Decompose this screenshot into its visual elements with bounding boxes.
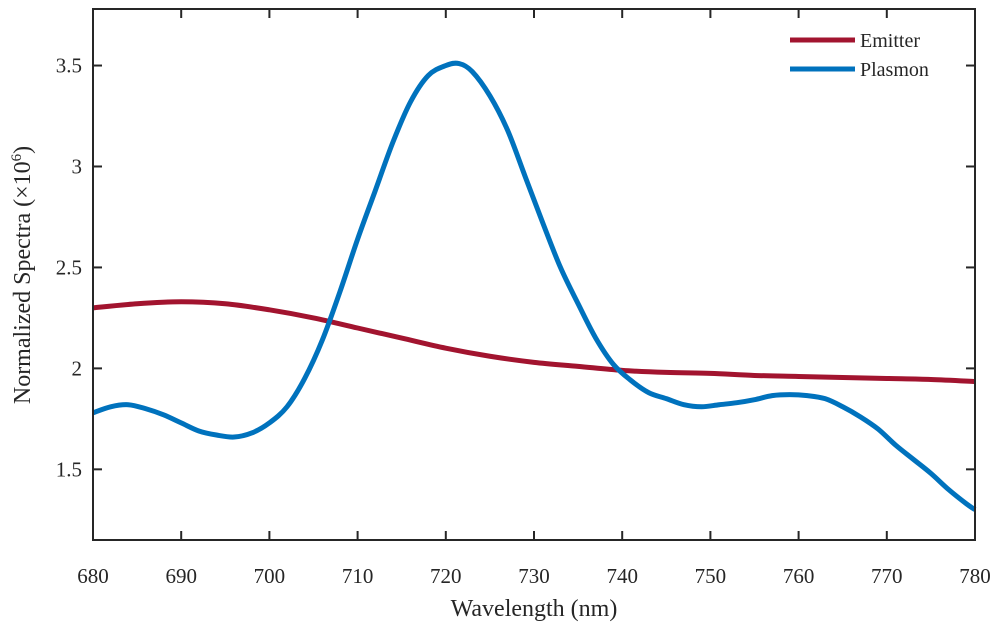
y-tick-labels: 1.5 2 2.5 3 3.5 bbox=[56, 54, 82, 482]
y-tick-label-3: 3 bbox=[72, 154, 83, 178]
series-line-plasmon bbox=[92, 60, 977, 512]
x-tick-label-730: 730 bbox=[518, 564, 550, 588]
y-axis-title-exponent: 6 bbox=[9, 153, 25, 161]
y-tick-label-2: 2 bbox=[72, 356, 83, 380]
x-tick-label-750: 750 bbox=[695, 564, 727, 588]
x-tick-labels: 680 690 700 710 720 730 740 750 760 770 780 bbox=[77, 564, 991, 588]
x-tick-label-710: 710 bbox=[342, 564, 374, 588]
x-tick-label-780: 780 bbox=[959, 564, 991, 588]
y-axis-title-main: Normalized Spectra (×10 bbox=[10, 161, 36, 404]
y-tick-label-2.5: 2.5 bbox=[56, 255, 82, 279]
legend-label-emitter: Emitter bbox=[860, 30, 920, 52]
x-tick-label-700: 700 bbox=[254, 564, 286, 588]
x-axis-title: Wavelength (nm) bbox=[451, 596, 618, 622]
x-tick-label-690: 690 bbox=[165, 564, 197, 588]
y-axis-title-close: ) bbox=[10, 146, 36, 154]
plot-frame bbox=[92, 8, 976, 541]
series-line-emitter bbox=[92, 299, 976, 385]
x-tick-label-760: 760 bbox=[783, 564, 815, 588]
y-tick-label-3.5: 3.5 bbox=[56, 54, 82, 78]
x-tick-label-680: 680 bbox=[77, 564, 109, 588]
x-tick-label-770: 770 bbox=[871, 564, 903, 588]
legend-label-plasmon: Plasmon bbox=[860, 59, 929, 81]
x-tick-label-740: 740 bbox=[606, 564, 638, 588]
y-tick-label-1.5: 1.5 bbox=[56, 457, 82, 481]
y-axis-title: Normalized Spectra (×106) bbox=[9, 146, 36, 404]
series-layer bbox=[92, 60, 977, 512]
x-tick-label-720: 720 bbox=[430, 564, 462, 588]
ticks-layer bbox=[92, 9, 976, 540]
legend: Emitter Plasmon bbox=[790, 30, 929, 81]
